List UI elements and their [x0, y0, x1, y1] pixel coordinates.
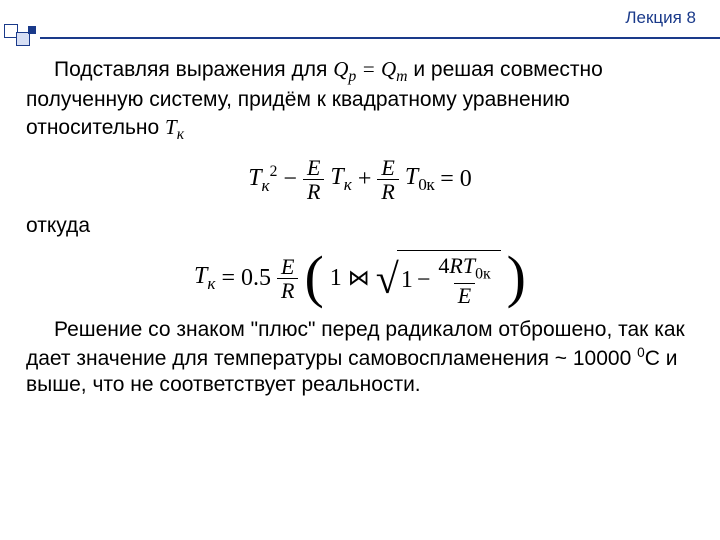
frac-E-R-1: E R	[303, 156, 324, 203]
equation-2: Tк = 0.5 E R ( 1 ⋈ √ 1 − 4RT0к E	[26, 250, 694, 307]
p1-text-a: Подставляя выражения для	[54, 58, 333, 81]
tk-symbol: Тк	[165, 115, 184, 139]
eq-sign: =	[356, 57, 381, 81]
qt-symbol: Qт	[381, 57, 408, 81]
sub-0k: 0к	[418, 175, 434, 194]
paragraph-1: Подставляя выражения для Qр = Qт и решая…	[26, 56, 694, 146]
degree-superscript: 0	[637, 345, 645, 360]
paragraph-2: откуда	[26, 213, 694, 240]
frac-E-R-2: E R	[377, 156, 398, 203]
equation-1: Tк2 − E R Tк + E R T0к = 0	[26, 156, 694, 203]
qp-symbol: Qр	[333, 57, 356, 81]
paragraph-3: Решение со знаком "плюс" перед радикалом…	[26, 317, 694, 400]
p3-text-a: Решение со знаком "плюс" перед радикалом…	[26, 318, 685, 370]
header-decoration	[0, 24, 720, 46]
deco-square-3	[28, 26, 36, 34]
sqrt: √ 1 − 4RT0к E	[376, 250, 501, 307]
rparen-icon: )	[507, 257, 526, 298]
operator-placeholder-icon: ⋈	[348, 264, 370, 292]
slide-content: Подставляя выражения для Qр = Qт и решая…	[26, 56, 694, 399]
frac-E-R-3: E R	[277, 255, 298, 302]
radical-icon: √	[376, 268, 399, 293]
p2-text: откуда	[26, 214, 90, 237]
deco-line	[40, 37, 720, 39]
deco-square-2	[16, 32, 30, 46]
frac-4RT-E: 4RT0к E	[434, 254, 494, 307]
lparen-icon: (	[304, 257, 323, 298]
